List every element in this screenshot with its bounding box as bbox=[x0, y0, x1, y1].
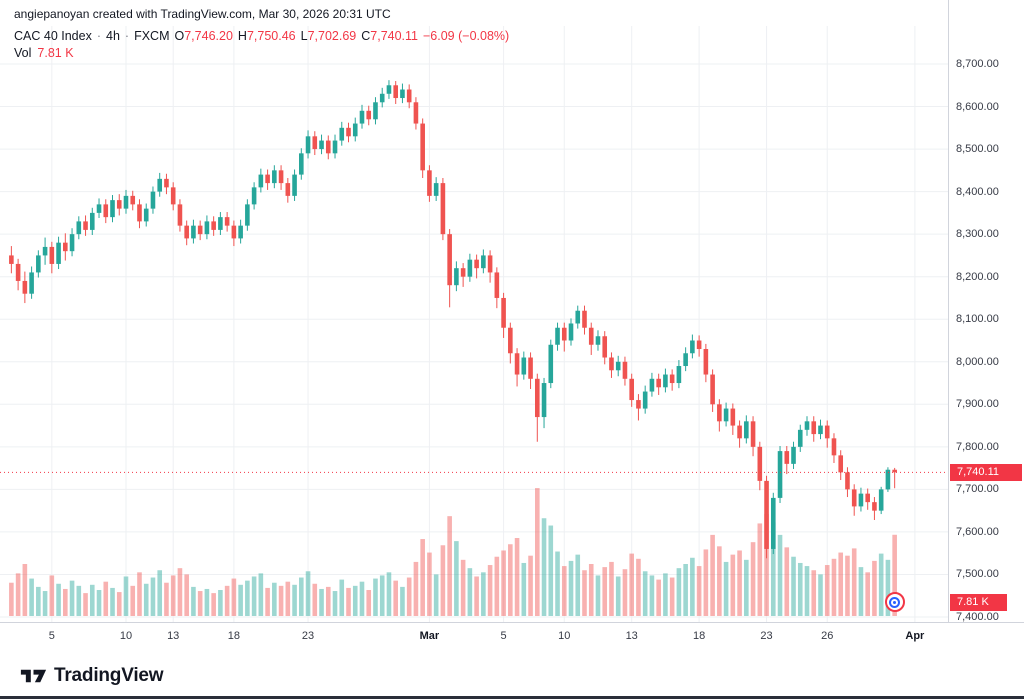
time-tick-label: 10 bbox=[558, 630, 571, 642]
change-value: −6.09 (−0.08%) bbox=[423, 29, 510, 43]
price-axis[interactable]: 7,740.11 7.81 K 8,700.00 8,600.00 8,500.00… bbox=[948, 0, 1024, 623]
brand-name: TradingView bbox=[54, 664, 164, 686]
time-tick-label: Mar bbox=[419, 630, 440, 642]
volume-badge: 7.81 K bbox=[950, 594, 1007, 611]
ohlc-high: H7,750.46 bbox=[237, 29, 296, 43]
time-tick-label: 18 bbox=[692, 630, 706, 642]
tradingview-logo-icon bbox=[20, 669, 47, 682]
window-bottom-edge bbox=[0, 696, 1024, 699]
price-tick-label: 8,000.00 bbox=[956, 355, 999, 368]
price-tick-label: 8,700.00 bbox=[956, 58, 999, 70]
last-price-badge: 7,740.11 bbox=[950, 463, 1022, 481]
tradingview-logo[interactable]: TradingView bbox=[20, 664, 164, 687]
time-tick-label: 18 bbox=[227, 630, 240, 642]
time-tick-label: 23 bbox=[301, 630, 315, 642]
time-tick-label: Apr bbox=[905, 630, 925, 642]
volume-value: 7.81 K bbox=[37, 46, 74, 60]
footer-bar: TradingView bbox=[0, 655, 1024, 696]
price-tick-label: 8,600.00 bbox=[956, 100, 999, 113]
time-tick-label: 5 bbox=[500, 630, 507, 642]
price-tick-label: 8,500.00 bbox=[956, 143, 999, 156]
ohlc-open: O7,746.20 bbox=[174, 29, 233, 43]
time-tick-label: 5 bbox=[48, 630, 55, 642]
interval-label[interactable]: 4h bbox=[106, 29, 120, 43]
legend-separator: · bbox=[96, 29, 101, 43]
price-tick-label: 8,400.00 bbox=[956, 185, 999, 198]
time-axis[interactable]: 5 10 13 18 23 Mar 5 10 13 18 23 26 Apr bbox=[0, 622, 1024, 656]
volume-label: Vol bbox=[14, 46, 32, 60]
price-tick-label: 8,200.00 bbox=[956, 270, 999, 283]
volume-legend: Vol 7.81 K bbox=[14, 46, 74, 60]
time-tick-label: 23 bbox=[760, 630, 773, 642]
bullseye-icon bbox=[884, 592, 905, 612]
price-tick-label: 7,700.00 bbox=[956, 483, 999, 496]
time-tick-label: 13 bbox=[625, 630, 638, 642]
price-tick-label: 8,100.00 bbox=[956, 313, 999, 326]
ohlc-close: C7,740.11 bbox=[361, 29, 418, 43]
price-tick-label: 7,400.00 bbox=[956, 611, 999, 623]
price-tick-label: 7,500.00 bbox=[956, 568, 999, 581]
time-tick-label: 26 bbox=[821, 630, 834, 642]
price-tick-label: 8,300.00 bbox=[956, 228, 999, 241]
time-tick-label: 13 bbox=[167, 630, 180, 642]
chart-legend: CAC 40 Index · 4h · FXCM O7,746.20 H7,75… bbox=[14, 29, 509, 43]
exchange-label[interactable]: FXCM bbox=[134, 29, 170, 43]
time-tick-label: 10 bbox=[119, 630, 133, 642]
attribution-text: angiepanoyan created with TradingView.co… bbox=[14, 7, 391, 21]
price-tick-label: 7,600.00 bbox=[956, 525, 999, 538]
ohlc-low: L7,702.69 bbox=[300, 29, 357, 43]
price-tick-label: 7,800.00 bbox=[956, 440, 999, 453]
price-tick-label: 7,900.00 bbox=[956, 398, 999, 411]
legend-separator: · bbox=[124, 29, 130, 43]
candlestick-chart-svg[interactable] bbox=[0, 0, 1024, 655]
symbol-name[interactable]: CAC 40 Index bbox=[14, 29, 92, 43]
